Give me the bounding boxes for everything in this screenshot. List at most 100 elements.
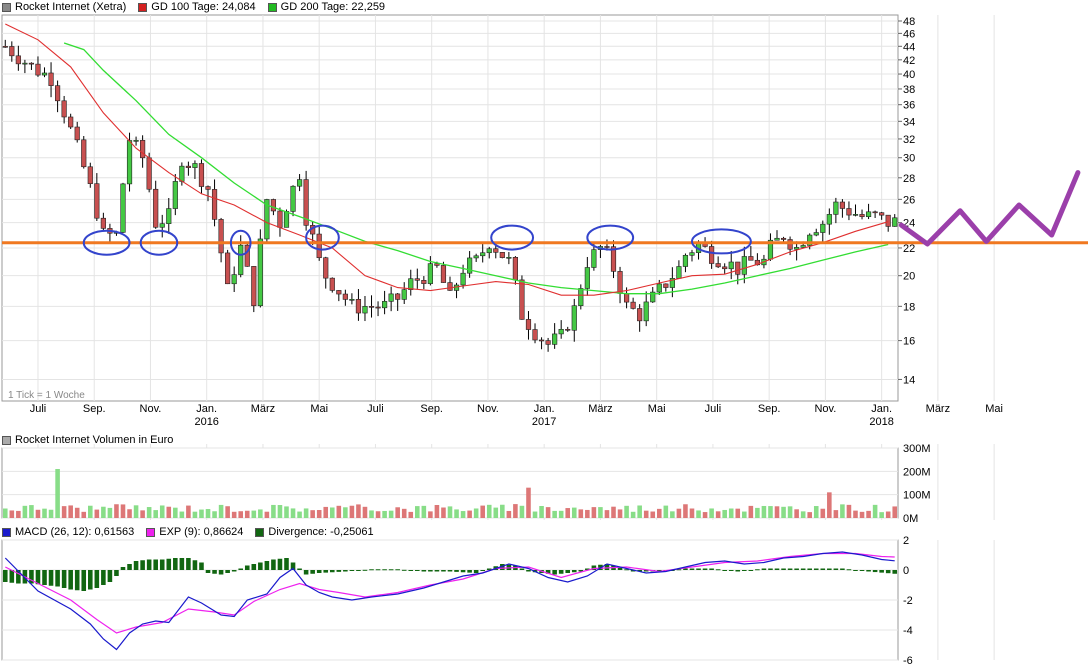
legend-ma100-label: GD 100 Tage: 24,084: [151, 1, 256, 13]
price-y-tick-label: 16: [903, 336, 915, 348]
divergence-bar: [35, 570, 41, 585]
volume-bar: [343, 507, 348, 518]
volume-bar: [820, 508, 826, 518]
divergence-bar: [813, 568, 819, 570]
volume-bar: [611, 506, 616, 518]
candle-down: [68, 116, 74, 128]
candle-up: [656, 283, 662, 293]
volume-bar: [558, 510, 564, 518]
volume-bar: [205, 509, 211, 518]
candle-up: [257, 238, 263, 307]
volume-bar: [212, 511, 217, 518]
volume-bar: [218, 504, 224, 518]
candle-up: [643, 301, 649, 322]
volume-bar: [408, 511, 414, 518]
year-label: 2018: [869, 416, 893, 428]
divergence-bar: [630, 570, 636, 572]
volume-bar: [506, 510, 512, 518]
legend-ma200: GD 200 Tage: 22,259: [266, 1, 385, 13]
volume-bar: [316, 510, 322, 518]
candle-down: [368, 306, 375, 308]
candle-down: [872, 211, 878, 214]
divergence-bar: [375, 569, 381, 571]
price-y-tick-label: 30: [903, 153, 915, 165]
candle-up: [800, 245, 806, 248]
x-tick-label: Jan.: [534, 403, 555, 415]
candle-down: [342, 293, 348, 300]
volume-bar: [513, 504, 518, 518]
volume-bar: [428, 511, 433, 518]
divergence-bar: [199, 562, 204, 570]
candle-up: [362, 306, 368, 314]
divergence-bar: [872, 570, 878, 573]
divergence-bar: [709, 568, 714, 570]
volume-bar: [61, 506, 67, 518]
divergence-bar: [467, 570, 472, 573]
candle-up: [460, 272, 466, 286]
volume-bar: [94, 509, 100, 518]
divergence-bar: [591, 565, 597, 570]
legend-price-label: Rocket Internet (Xetra): [15, 1, 127, 13]
divergence-bar: [552, 570, 557, 575]
candle-down: [140, 140, 146, 159]
macd-y-tick-label: 2: [903, 535, 909, 547]
divergence-bar: [192, 560, 198, 570]
candle-up: [231, 274, 237, 285]
legend-divergence-label: Divergence: -0,25061: [268, 526, 374, 538]
legend-ma100: GD 100 Tage: 24,084: [136, 1, 256, 13]
volume-bar: [244, 510, 250, 518]
volume-bar: [101, 506, 106, 518]
divergence-bar: [781, 568, 786, 570]
candle-down: [87, 166, 93, 184]
divergence-bar: [362, 569, 368, 571]
volume-bar: [598, 507, 603, 518]
candle-down: [421, 280, 427, 284]
x-tick-label: Mai: [310, 403, 328, 415]
candle-up: [676, 266, 682, 279]
candle-down: [604, 246, 610, 248]
price-y-tick-label: 20: [903, 271, 915, 283]
divergence-bar: [500, 564, 505, 570]
divergence-bar: [755, 569, 760, 571]
divergence-bar: [578, 570, 584, 572]
x-tick-label: Nov.: [140, 403, 162, 415]
candle-up: [682, 254, 689, 267]
divergence-bar: [408, 570, 414, 571]
highlight-circle: [586, 224, 635, 251]
divergence-bar: [702, 568, 708, 570]
divergence-bar: [349, 570, 355, 571]
volume-bar: [421, 505, 427, 518]
volume-bar: [670, 511, 675, 518]
divergence-bar: [329, 570, 335, 573]
price-y-tick-label: 34: [903, 116, 915, 128]
divergence-bar: [480, 570, 485, 571]
divergence-bar: [866, 570, 871, 572]
divergence-bar: [683, 568, 688, 570]
volume-bar: [323, 506, 329, 518]
divergence-bar: [454, 570, 459, 572]
volume-bar: [467, 510, 472, 518]
volume-bar: [545, 507, 551, 518]
volume-bar: [748, 505, 754, 518]
volume-bar: [532, 511, 538, 518]
candle-down: [748, 256, 754, 261]
volume-bar: [146, 507, 152, 518]
volume-bar: [284, 506, 289, 518]
volume-bar: [519, 505, 525, 518]
volume-y-tick-label: 300M: [903, 443, 931, 455]
volume-bar: [643, 510, 649, 518]
candle-down: [48, 72, 54, 86]
divergence-bar: [395, 569, 400, 571]
volume-bar: [329, 507, 335, 518]
candle-down: [610, 246, 617, 272]
legend-price: Rocket Internet (Xetra): [0, 1, 126, 13]
divergence-bar: [107, 570, 113, 582]
candle-down: [512, 257, 518, 281]
divergence-bar: [428, 570, 433, 572]
divergence-bar: [133, 561, 139, 570]
projection-zigzag: [898, 170, 1081, 247]
candle-down: [100, 217, 106, 229]
volume-bar: [473, 508, 479, 518]
volume-bar: [800, 511, 806, 518]
volume-bar: [696, 510, 701, 518]
